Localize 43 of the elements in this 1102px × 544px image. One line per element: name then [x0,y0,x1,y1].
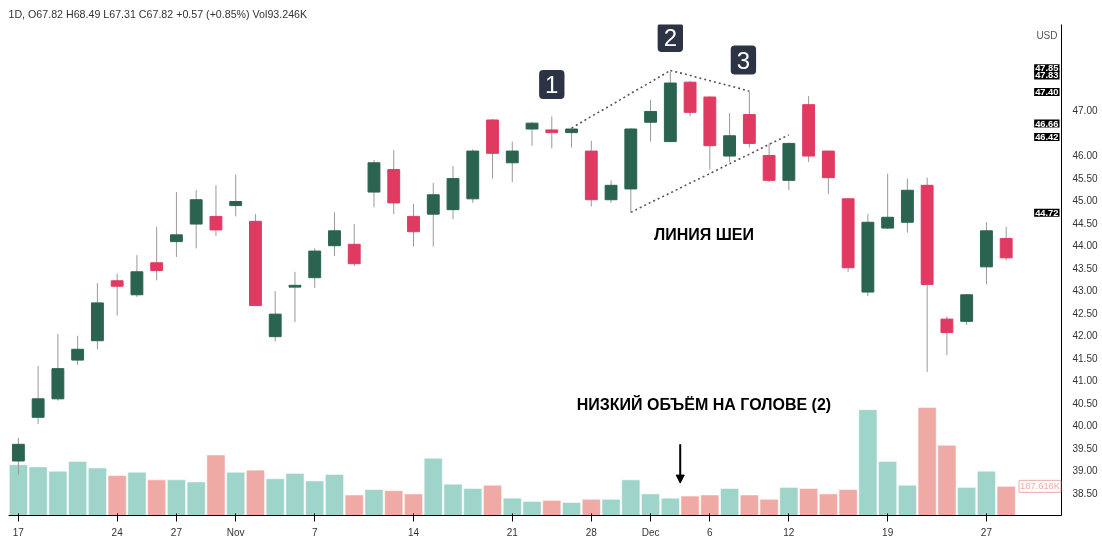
annotation: НИЗКИЙ ОБЪЁМ НА ГОЛОВЕ (2) [576,394,832,413]
x-tick-label: Dec [641,526,660,538]
x-tick-label: 14 [407,526,420,538]
x-tick-label: 27 [980,526,993,538]
y-tick-label: 45.50 [1072,172,1098,184]
y-tick-label: 38.50 [1072,487,1098,499]
x-tick-label: 27 [170,526,183,538]
y-tick-label: 42.00 [1072,330,1098,342]
chart-title: 1D, O67.82 H68.49 L67.31 C67.82 +0.57 (+0.85%) Vol93.246K [8,7,308,20]
x-tick-label: 21 [506,526,519,538]
y-tick-label: 39.00 [1072,465,1098,477]
y-tick-label: 42.50 [1072,307,1098,319]
text: 47.83 [1035,70,1059,81]
x-tick-label: 6 [707,526,714,538]
y-tick-label: 43.00 [1072,285,1098,297]
y-tick-label: 43.50 [1072,262,1098,274]
y-axis-title: USD [1036,29,1058,41]
y-tick-label: 46.00 [1072,150,1098,162]
x-tick-label: 17 [12,526,25,538]
x-tick-label: 24 [111,526,124,538]
text: 46.42 [1035,132,1059,143]
text: 44.72 [1035,207,1059,218]
y-tick-label: 47.00 [1072,105,1098,117]
annotation: 3 [736,46,751,74]
annotation: ЛИНИЯ ШЕИ [653,226,754,244]
y-tick-label: 41.00 [1072,375,1098,387]
text: 46.66 [1035,118,1059,129]
x-tick-label: 12 [783,526,795,538]
text: 47.40 [1035,87,1059,98]
y-tick-label: 44.50 [1072,217,1098,229]
x-tick-label: 7 [311,526,318,538]
y-tick-label: 40.50 [1072,397,1098,409]
annotation: 2 [663,24,678,52]
text: 187.616K [1020,481,1061,492]
y-tick-label: 41.50 [1072,352,1098,364]
y-tick-label: 39.50 [1072,442,1098,454]
x-tick-label: Nov [226,526,245,538]
x-tick-label: 28 [585,526,598,538]
y-tick-label: 40.00 [1072,420,1098,432]
annotation: 1 [545,70,559,98]
x-tick-label: 19 [882,526,894,538]
y-tick-label: 44.00 [1072,240,1098,252]
y-tick-label: 45.00 [1072,195,1098,207]
